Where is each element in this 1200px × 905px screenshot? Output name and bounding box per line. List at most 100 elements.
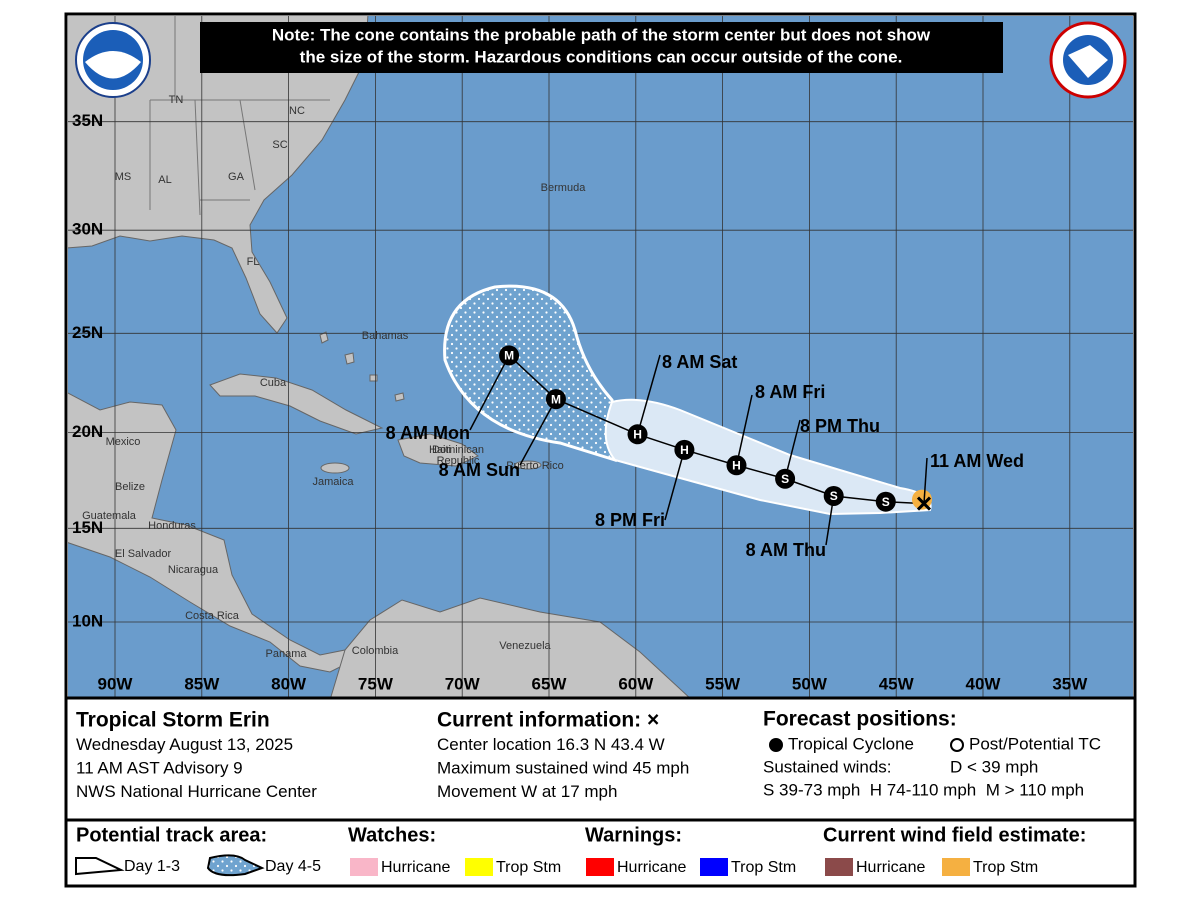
place-label: TN xyxy=(169,94,184,106)
legend-label: Day 1-3 xyxy=(124,858,180,875)
info-line: Tropical Cyclone xyxy=(788,734,914,753)
longitude-label: 80W xyxy=(271,674,307,693)
place-label: Dominican xyxy=(432,444,484,456)
forecast-symbol: M xyxy=(504,349,514,363)
place-label: NC xyxy=(289,105,305,117)
note-line: the size of the storm. Hazardous conditi… xyxy=(300,47,903,66)
forecast-point xyxy=(499,345,520,366)
forecast-symbol: S xyxy=(830,489,838,503)
legend-label: Trop Stm xyxy=(973,859,1038,876)
forecast-point xyxy=(823,485,844,506)
place-label: GA xyxy=(228,171,245,183)
land-cuba xyxy=(209,373,384,435)
place-label: SC xyxy=(272,139,287,151)
current-label: 11 AM Wed xyxy=(930,451,1024,471)
latitude-label: 15N xyxy=(72,518,103,537)
forecast-point xyxy=(775,468,796,489)
legend-label: Hurricane xyxy=(381,859,450,876)
ptc-icon xyxy=(950,738,964,752)
info-line: Post/Potential TC xyxy=(969,734,1101,753)
leader-line xyxy=(636,354,661,435)
forecast-point xyxy=(875,491,896,512)
legend-swatch xyxy=(942,858,970,876)
frame xyxy=(64,12,1137,888)
legend-label: Day 4-5 xyxy=(265,858,321,875)
place-label: Colombia xyxy=(352,645,399,657)
forecast-point xyxy=(545,389,566,410)
forecast-symbol: H xyxy=(732,458,741,472)
info-line: 11 AM AST Advisory 9 xyxy=(76,758,243,777)
forecast-label: 8 AM Sat xyxy=(662,352,737,372)
legend-label: Trop Stm xyxy=(731,859,796,876)
place-label: Haiti xyxy=(429,444,451,456)
land-jamaica xyxy=(320,462,350,474)
place-label: AL xyxy=(158,174,171,186)
forecast-point xyxy=(627,424,648,445)
place-label: El Salvador xyxy=(115,548,172,560)
place-label: Belize xyxy=(115,481,145,493)
info-line: S 39-73 mph H 74-110 mph M > 110 mph xyxy=(763,780,1084,799)
land-bahamas xyxy=(319,331,405,402)
info-line: Center location 16.3 N 43.4 W xyxy=(437,735,665,754)
longitude-label: 50W xyxy=(792,674,828,693)
forecast-point xyxy=(674,439,695,460)
legend-swatch xyxy=(586,858,614,876)
latitude-label: 10N xyxy=(72,611,103,630)
legend-swatch xyxy=(700,858,728,876)
forecast-symbol: M xyxy=(551,392,561,406)
place-label: Bermuda xyxy=(541,182,587,194)
forecast-label: 8 PM Thu xyxy=(800,416,880,436)
place-label: Jamaica xyxy=(313,476,355,488)
info-line: D < 39 mph xyxy=(950,757,1038,776)
latitude-label: 30N xyxy=(72,220,103,239)
place-label: Guatemala xyxy=(82,510,137,522)
longitude-label: 65W xyxy=(532,674,568,693)
state-borders xyxy=(149,16,330,216)
day45-icon xyxy=(206,854,265,877)
forecast-symbol: H xyxy=(633,427,642,441)
place-label: Panama xyxy=(266,648,308,660)
legend-label: Hurricane xyxy=(856,859,925,876)
info-title: Forecast positions: xyxy=(763,708,957,731)
longitude-label: 45W xyxy=(879,674,915,693)
tc-icon xyxy=(769,738,783,752)
place-label: Cuba xyxy=(260,377,287,389)
place-label: Honduras xyxy=(148,520,196,532)
place-label: Costa Rica xyxy=(185,610,240,622)
leader-line xyxy=(784,419,801,479)
forecast-label: 8 AM Thu xyxy=(746,540,826,560)
info-line: NWS National Hurricane Center xyxy=(76,782,317,801)
place-label: Venezuela xyxy=(499,640,551,652)
forecast-symbol: H xyxy=(680,443,689,457)
longitude-label: 70W xyxy=(445,674,481,693)
longitude-label: 60W xyxy=(618,674,654,693)
forecast-label: 8 AM Mon xyxy=(386,423,470,443)
info-panel: Tropical Storm Erin Wednesday August 13, … xyxy=(76,708,1101,801)
longitude-label: 90W xyxy=(98,674,134,693)
longitude-label: 85W xyxy=(184,674,220,693)
land-hispaniola xyxy=(397,433,479,467)
cone-day-4-5 xyxy=(443,284,617,463)
forecast-label: 8 AM Fri xyxy=(755,382,825,402)
leader-line xyxy=(735,394,753,466)
land-south-america xyxy=(330,597,691,698)
longitude-label: 75W xyxy=(358,674,394,693)
latitude-label: 35N xyxy=(72,111,103,130)
legend-swatch xyxy=(350,858,378,876)
note-box xyxy=(200,22,1003,73)
noaa-logo xyxy=(75,22,151,98)
place-labels: TN NC SC MS AL GA FL Bermuda Bahamas Cuba Mexico Be… xyxy=(82,94,586,660)
legend-label: Trop Stm xyxy=(496,859,561,876)
legend: Potential track area: Day 1-3 Day 4-5 Watch… xyxy=(75,824,1086,877)
legend-swatch xyxy=(825,858,853,876)
forecast-label: 8 AM Sun xyxy=(439,460,520,480)
leader-line xyxy=(469,355,510,431)
longitude-label: 35W xyxy=(1052,674,1088,693)
leader-line xyxy=(923,457,928,504)
legend-title: Warnings: xyxy=(585,824,682,846)
day13-icon xyxy=(75,857,125,876)
legend-title: Watches: xyxy=(348,824,436,846)
legend-swatch xyxy=(465,858,493,876)
longitude-label: 55W xyxy=(705,674,741,693)
